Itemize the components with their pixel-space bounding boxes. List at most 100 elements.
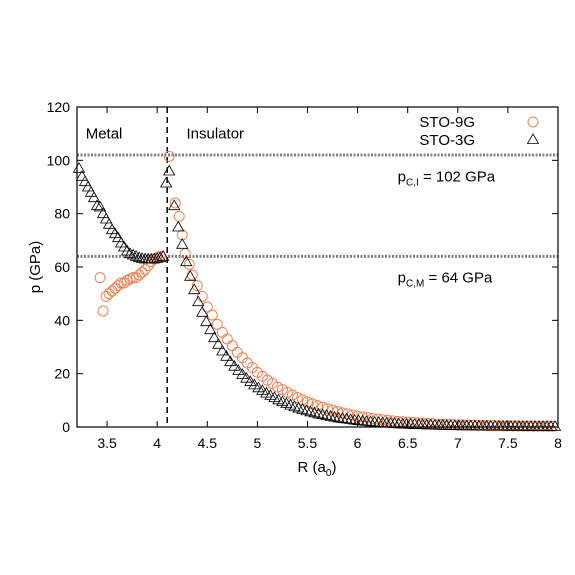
annotation-critical-pressure-metal: pC,M = 64 GPa	[398, 270, 493, 290]
point-sto-9g-53	[317, 401, 329, 413]
point-sto-3g-48	[236, 368, 249, 379]
point-sto-3g-62	[292, 401, 305, 413]
point-sto-9g-16	[142, 260, 154, 272]
point-sto-9g-1	[97, 305, 109, 317]
point-sto-3g-18	[126, 248, 140, 260]
point-sto-3g-45	[224, 355, 237, 367]
point-sto-3g-7	[93, 200, 107, 212]
point-sto-3g-21	[135, 252, 149, 263]
y-tick-label-40: 40	[54, 312, 70, 328]
point-sto-3g-47	[232, 364, 245, 375]
x-tick-label-4-5: 4.5	[198, 435, 218, 451]
point-sto-3g-38	[196, 306, 209, 317]
point-sto-3g-16	[120, 244, 134, 256]
y-tick-label-80: 80	[54, 206, 70, 222]
point-sto-3g-29	[159, 176, 173, 188]
point-sto-9g-47	[286, 389, 298, 401]
point-sto-3g-74	[340, 412, 353, 424]
legend: STO-9G STO-3G	[419, 114, 540, 149]
point-sto-3g-28	[156, 250, 170, 261]
point-sto-3g-75	[344, 413, 357, 424]
point-sto-9g-0	[94, 272, 106, 284]
point-sto-3g-40	[204, 323, 217, 335]
annotation-insulator: Insulator	[187, 126, 245, 143]
point-sto-3g-37	[192, 295, 205, 307]
point-sto-3g-5	[87, 191, 101, 203]
legend-label-sto-9g: STO-9G	[419, 114, 475, 131]
point-sto-3g-27	[153, 251, 167, 263]
point-sto-3g-42	[212, 338, 225, 349]
annotations: Metal Insulator pC,I = 102 GPa pC,M = 64…	[86, 126, 496, 290]
point-sto-3g-68	[316, 408, 329, 420]
point-sto-3g-2	[78, 175, 92, 187]
point-sto-9g-32	[211, 318, 223, 330]
annotation-critical-pressure-insulator: pC,I = 102 GPa	[398, 168, 496, 188]
point-sto-9g-28	[191, 280, 203, 292]
point-sto-9g-46	[281, 386, 293, 398]
x-tick-label-6-5: 6.5	[398, 435, 418, 451]
point-sto-9g-11	[127, 272, 139, 284]
point-sto-3g-31	[168, 199, 181, 211]
point-sto-3g-3	[81, 180, 95, 192]
point-sto-3g-6	[90, 199, 104, 211]
point-sto-3g-49	[240, 371, 253, 383]
x-tick-label-7-5: 7.5	[498, 435, 518, 451]
point-sto-9g-22	[169, 197, 181, 209]
point-sto-9g-7	[115, 277, 127, 289]
point-sto-3g-35	[184, 270, 197, 281]
point-sto-9g-23	[173, 210, 185, 222]
y-tick-label-60: 60	[54, 259, 70, 275]
point-sto-9g-24	[176, 229, 188, 241]
point-sto-3g-33	[176, 238, 189, 249]
point-sto-3g-9	[99, 212, 113, 224]
point-sto-9g-15	[139, 264, 151, 276]
x-tick-label-8: 8	[554, 435, 562, 451]
point-sto-9g-44	[271, 381, 283, 393]
point-sto-3g-1	[75, 170, 89, 181]
x-tick-label-4: 4	[153, 435, 161, 451]
point-sto-9g-6	[112, 280, 124, 292]
point-sto-3g-8	[96, 207, 110, 219]
x-tick-label-5: 5	[253, 435, 261, 451]
legend-label-sto-3g: STO-3G	[419, 132, 475, 149]
point-sto-3g-13	[111, 231, 125, 243]
y-tick-label-120: 120	[47, 99, 71, 115]
point-sto-3g-39	[200, 315, 213, 327]
point-sto-9g-49	[296, 394, 308, 406]
point-sto-9g-29	[196, 290, 208, 302]
point-sto-3g-71	[328, 410, 341, 422]
y-axis-label: p (GPa)	[27, 241, 44, 294]
point-sto-3g-36	[188, 283, 201, 295]
point-sto-3g-59	[280, 397, 293, 408]
x-tick-label-6: 6	[354, 435, 362, 451]
point-sto-9g-51	[306, 398, 318, 410]
point-sto-3g-72	[332, 411, 345, 423]
reference-lines	[77, 107, 558, 427]
axis-ticks	[77, 106, 559, 428]
point-sto-3g-10	[102, 218, 116, 229]
point-sto-3g-19	[129, 250, 143, 261]
point-sto-9g-48	[291, 392, 303, 404]
point-sto-3g-60	[284, 398, 297, 410]
legend-marker-sto-3g	[526, 133, 540, 144]
point-sto-3g-17	[123, 247, 137, 259]
point-sto-3g-20	[132, 251, 146, 263]
point-sto-3g-32	[172, 220, 185, 232]
point-sto-3g-43	[216, 344, 229, 356]
legend-marker-sto-9g	[527, 116, 539, 128]
point-sto-3g-70	[324, 410, 337, 421]
data-points	[72, 150, 562, 432]
point-sto-3g-4	[84, 186, 98, 197]
point-sto-3g-26	[150, 252, 164, 263]
point-sto-3g-69	[320, 409, 333, 420]
point-sto-3g-67	[312, 407, 325, 419]
point-sto-3g-64	[300, 404, 313, 416]
point-sto-3g-46	[228, 359, 241, 371]
y-tick-label-0: 0	[62, 419, 70, 435]
point-sto-3g-44	[220, 350, 233, 361]
point-sto-3g-41	[208, 331, 221, 343]
point-sto-3g-65	[304, 405, 317, 417]
